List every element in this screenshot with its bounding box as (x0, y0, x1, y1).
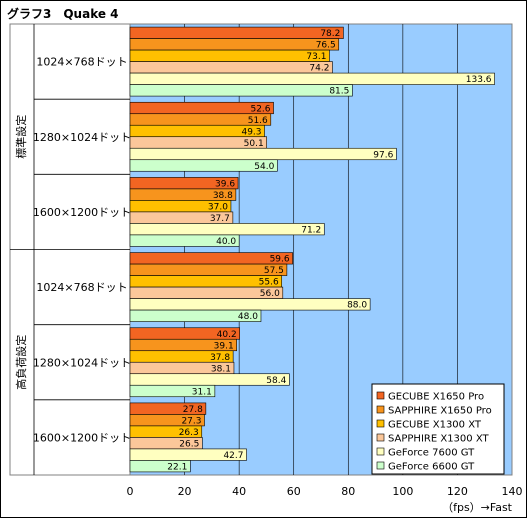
bar-value-label: 37.0 (208, 202, 228, 212)
category-label: 1024×768ドット (36, 56, 127, 69)
bar-value-label: 59.6 (270, 255, 290, 265)
x-tick-label: 140 (502, 485, 523, 498)
bar-value-label: 74.2 (309, 64, 329, 74)
legend-label: GeForce 7600 GT (388, 448, 475, 459)
bar-value-label: 42.7 (223, 451, 243, 461)
legend-label: GECUBE X1300 XT (388, 420, 482, 431)
bar-value-label: 133.6 (466, 75, 492, 85)
bar-value-label: 37.7 (210, 214, 230, 224)
bar (129, 223, 325, 236)
bar-value-label: 39.1 (214, 341, 234, 351)
bar-value-label: 81.5 (329, 87, 349, 97)
x-axis-label: （fps）→Fast (442, 501, 513, 514)
bar-value-label: 58.4 (266, 376, 286, 386)
bar-value-label: 97.6 (373, 150, 393, 160)
bar-value-label: 57.5 (264, 266, 284, 276)
bar (129, 26, 344, 39)
legend-swatch (376, 461, 385, 470)
bar (129, 38, 340, 51)
x-tick-label: 40 (232, 485, 246, 498)
bar-value-label: 40.0 (216, 237, 236, 247)
bar-value-label: 76.5 (316, 41, 336, 51)
bar (129, 61, 333, 74)
bar-value-label: 71.2 (301, 225, 321, 235)
bar-value-label: 51.6 (248, 116, 268, 126)
bar (129, 72, 495, 85)
x-tick-label: 60 (287, 485, 301, 498)
bar (129, 309, 262, 322)
legend-label: SAPPHIRE X1300 XT (388, 434, 490, 445)
bar-value-label: 26.5 (179, 439, 199, 449)
bar-value-label: 27.3 (181, 416, 201, 426)
bar (129, 147, 397, 161)
x-tick-label: 20 (178, 485, 192, 498)
bar-value-label: 40.2 (217, 330, 237, 340)
legend-label: SAPPHIRE X1650 Pro (388, 406, 492, 417)
legend-box (371, 383, 505, 475)
category-label: 1600×1200ドット (33, 431, 131, 444)
legend-swatch (376, 391, 385, 400)
legend-label: GeForce 6600 GT (388, 462, 475, 473)
bar-value-label: 52.6 (250, 104, 270, 114)
bar-value-label: 31.1 (192, 387, 212, 397)
bar (129, 460, 191, 473)
bar-value-label: 26.3 (179, 428, 199, 438)
bar-value-label: 49.3 (241, 127, 261, 137)
bar (129, 84, 353, 97)
bar-value-label: 78.2 (320, 29, 340, 39)
bar (129, 49, 330, 62)
bar-value-label: 48.0 (238, 312, 258, 322)
bar-value-label: 55.6 (259, 278, 279, 288)
bar-value-label: 73.1 (306, 52, 326, 62)
legend-swatch (376, 433, 385, 442)
bar (129, 159, 278, 172)
x-tick-label: 120 (447, 485, 468, 498)
bar (129, 384, 216, 398)
x-tick-label: 100 (392, 485, 413, 498)
legend-swatch (376, 419, 385, 428)
bar (129, 252, 293, 265)
bar-value-label: 54.0 (254, 162, 274, 172)
bar-value-label: 88.0 (347, 301, 367, 311)
category-label: 1024×768ドット (36, 281, 127, 294)
bar-value-label: 22.1 (167, 462, 187, 472)
category-label: 1600×1200ドット (33, 206, 131, 219)
category-label: 1280×1024ドット (33, 131, 131, 144)
legend-swatch (376, 405, 385, 414)
legend-swatch (376, 447, 385, 456)
bar-value-label: 39.6 (215, 179, 235, 189)
bar-value-label: 37.8 (210, 353, 230, 363)
legend-label: GECUBE X1650 Pro (388, 392, 484, 403)
x-tick-label: 80 (341, 485, 355, 498)
x-tick-label: 0 (127, 485, 134, 498)
category-label: 1280×1024ドット (33, 356, 131, 369)
chart-title: グラフ3 Quake 4 (7, 7, 119, 21)
bar-value-label: 38.8 (213, 191, 233, 201)
bar-value-label: 50.1 (244, 139, 264, 149)
bar-value-label: 38.1 (211, 364, 231, 374)
bar (129, 298, 371, 311)
section-label: 標準設定 (14, 115, 28, 159)
bar-value-label: 56.0 (260, 289, 280, 299)
bar-value-label: 27.8 (183, 405, 203, 415)
bar (129, 234, 240, 247)
section-label: 高負荷設定 (14, 335, 28, 390)
